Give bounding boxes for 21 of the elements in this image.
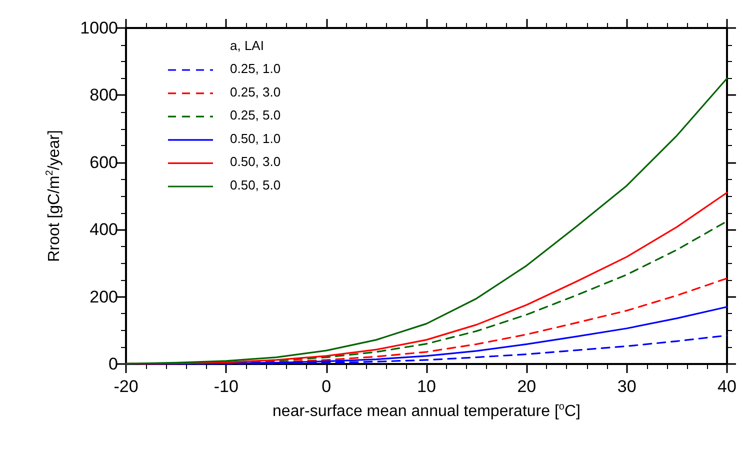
legend-label: 0.25, 5.0 [230, 108, 281, 123]
y-tick-label: 400 [90, 220, 118, 240]
x-tick-label: -10 [214, 377, 238, 396]
y-axis-title: Rroot [gC/m2/year] [44, 130, 63, 262]
y-tick-label: 200 [90, 287, 118, 306]
y-tick-label: 0 [108, 354, 118, 374]
legend-label: 0.50, 5.0 [230, 178, 281, 192]
y-tick-label: 1000 [80, 18, 118, 38]
legend-label: 0.25, 3.0 [230, 84, 281, 100]
y-tick-label: 800 [90, 86, 118, 105]
x-tick-label: 10 [417, 377, 436, 396]
legend-label: 0.50, 3.0 [230, 154, 281, 170]
x-tick-label: 40 [718, 377, 736, 396]
x-tick-label: 30 [617, 377, 636, 396]
x-tick-label: 20 [517, 377, 536, 396]
legend-title: a, LAI [230, 38, 264, 53]
x-tick-label: 0 [322, 377, 332, 396]
legend-label: 0.25, 1.0 [230, 61, 281, 76]
y-tick-label: 600 [90, 152, 118, 172]
legend-label: 0.50, 1.0 [230, 130, 281, 146]
x-tick-label: -20 [114, 377, 138, 396]
